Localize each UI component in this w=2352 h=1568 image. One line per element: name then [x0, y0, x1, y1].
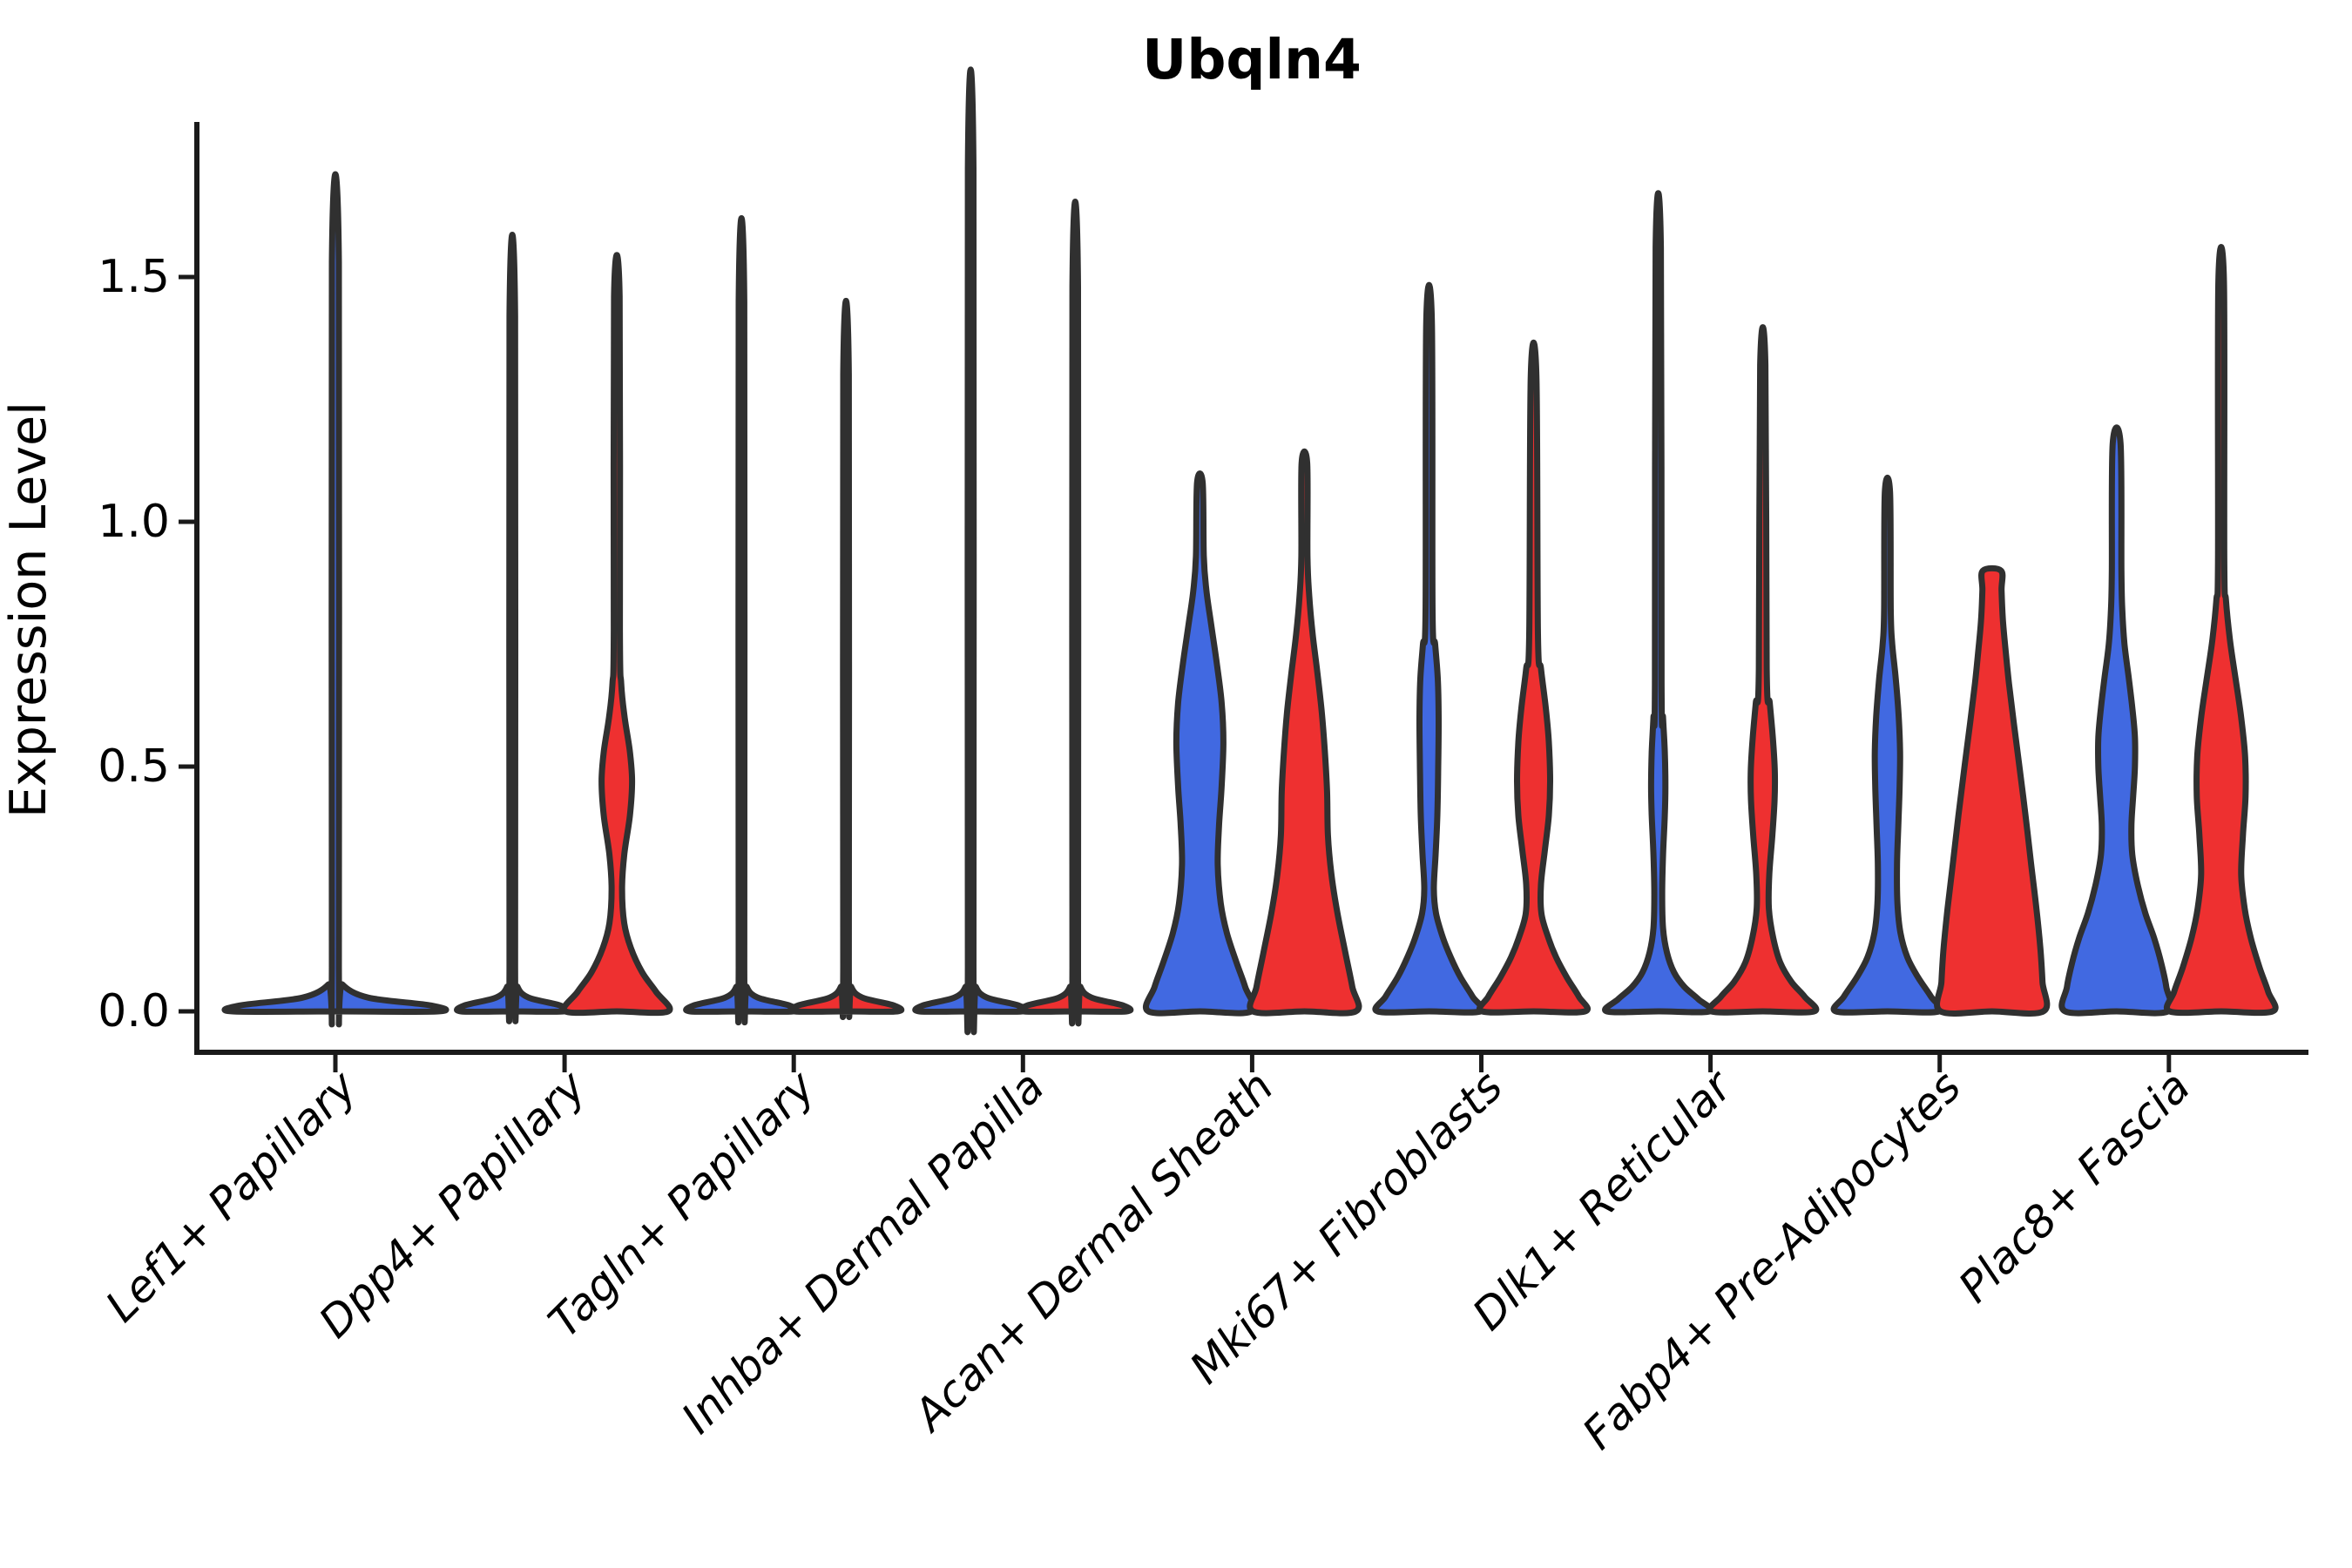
x-tick-label-inhba-dermal-papilla: Inhba+ Dermal Papilla [672, 1061, 1053, 1443]
violin-plac8-fascia-red-right [2163, 244, 2279, 1017]
violin-fabp4-pre-adipocytes-blue-left [1830, 474, 1944, 1016]
violin-tagln-papillary-red-right [787, 297, 905, 1020]
y-axis-label: Expression Level [0, 402, 57, 818]
x-tick-label-lef1-papillary: Lef1+ Papillary [96, 1060, 367, 1331]
violin-dlk1-reticular-blue-left [1602, 190, 1714, 1016]
y-tick-label-0.5: 0.5 [98, 740, 170, 793]
violin-lef1-papillary-blue-center [221, 171, 449, 1028]
violin-dpp4-papillary-red-right [560, 252, 673, 1017]
violin-dlk1-reticular-red-right [1706, 324, 1820, 1016]
violin-mki67-fibroblasts-red-right [1476, 340, 1592, 1016]
axes [179, 122, 2308, 1072]
violin-fabp4-pre-adipocytes-red-right [1934, 564, 2051, 1017]
violin-mki67-fibroblasts-blue-left [1372, 281, 1486, 1016]
x-tick-label-acan-dermal-sheath: Acan+ Dermal Sheath [902, 1061, 1283, 1442]
violin-plac8-fascia-blue-left [2058, 424, 2175, 1017]
y-tick-label-1.0: 1.0 [98, 496, 170, 548]
violin-acan-dermal-sheath-red-right [1247, 448, 1362, 1017]
y-tick-label-1.5: 1.5 [98, 251, 170, 303]
y-tick-label-0.0: 0.0 [98, 985, 170, 1037]
violins-layer [221, 66, 2279, 1035]
violin-inhba-dermal-papilla-red-right [1017, 199, 1134, 1027]
plot-title: Ubqln4 [1142, 28, 1362, 91]
violin-inhba-dermal-papilla-blue-left [912, 66, 1030, 1035]
violin-acan-dermal-sheath-blue-left [1142, 470, 1257, 1017]
x-tick-label-fabp4-pre-adipocytes: Fabp4+ Pre-Adipocytes [1573, 1061, 1971, 1459]
violin-tagln-papillary-blue-left [683, 215, 801, 1026]
violin-dpp4-papillary-blue-left [454, 232, 571, 1024]
x-tick-label-plac8-fascia: Plac8+ Fascia [1949, 1061, 2200, 1312]
